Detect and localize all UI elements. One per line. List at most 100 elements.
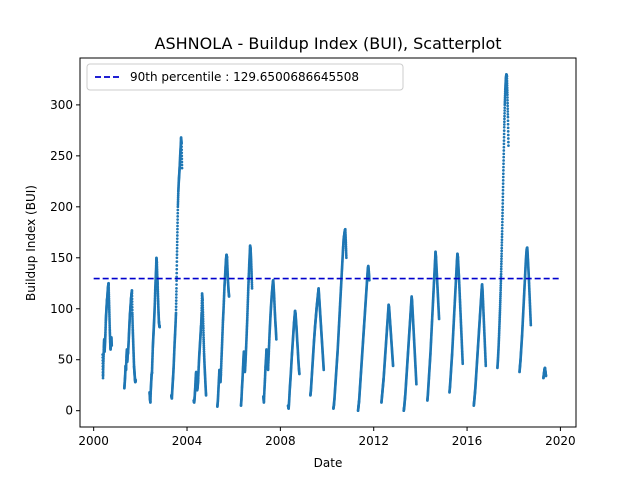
data-point <box>503 117 506 121</box>
data-point <box>176 227 179 231</box>
data-point <box>499 291 502 294</box>
y-tick-label: 100 <box>50 302 73 316</box>
data-point <box>500 243 504 247</box>
data-point <box>506 96 509 99</box>
data-point <box>501 202 505 205</box>
data-point <box>506 112 510 116</box>
data-point <box>503 90 507 93</box>
data-point <box>101 366 105 370</box>
data-point <box>507 144 510 148</box>
data-point <box>502 125 506 129</box>
data-point <box>202 333 205 337</box>
data-point <box>506 133 510 137</box>
x-tick-label: 2016 <box>452 434 483 448</box>
data-point <box>174 305 178 309</box>
data-point <box>503 93 507 97</box>
data-point <box>101 370 105 374</box>
data-point <box>501 195 505 199</box>
data-point <box>503 114 506 118</box>
data-point <box>499 284 503 287</box>
data-point <box>201 308 205 312</box>
data-point <box>298 372 301 376</box>
data-point <box>500 252 503 256</box>
data-point <box>180 157 184 161</box>
data-point <box>505 84 509 87</box>
data-point <box>176 215 180 218</box>
data-point <box>502 165 505 169</box>
data-point <box>201 315 205 319</box>
data-point <box>501 205 505 209</box>
data-point <box>503 111 506 115</box>
data-point <box>130 297 134 301</box>
data-point <box>498 305 502 309</box>
data-point <box>506 98 509 102</box>
data-point <box>175 260 179 263</box>
data-point <box>344 250 348 254</box>
data-point <box>499 293 502 296</box>
data-point <box>544 374 548 378</box>
data-point <box>499 286 503 290</box>
data-point <box>501 217 504 221</box>
data-point <box>201 317 205 321</box>
data-point <box>174 302 178 306</box>
data-point <box>180 151 184 155</box>
data-point <box>250 271 253 275</box>
data-point <box>503 101 507 105</box>
data-point <box>502 145 506 149</box>
data-point <box>101 368 105 372</box>
data-point <box>250 279 254 283</box>
data-point <box>176 230 179 234</box>
data-point <box>344 243 348 246</box>
data-point <box>175 293 178 296</box>
data-point <box>131 323 135 327</box>
data-point <box>201 324 205 328</box>
data-point <box>175 253 179 256</box>
data-point <box>503 92 507 95</box>
data-point <box>176 197 180 201</box>
data-point <box>101 376 105 380</box>
data-point <box>131 319 134 323</box>
data-point <box>202 348 206 351</box>
data-point <box>176 205 180 209</box>
data-point <box>131 315 134 319</box>
y-tick-label: 50 <box>58 353 73 367</box>
data-point <box>107 289 111 293</box>
data-point <box>506 126 510 130</box>
data-point <box>130 294 134 298</box>
data-point <box>500 241 504 244</box>
data-point <box>250 287 254 290</box>
data-point <box>344 248 348 252</box>
data-point <box>180 163 184 167</box>
x-tick-label: 2012 <box>358 434 389 448</box>
data-point <box>502 123 506 126</box>
data-point <box>501 211 504 215</box>
x-tick-label: 2008 <box>265 434 296 448</box>
data-point <box>344 246 348 250</box>
data-point <box>500 249 504 253</box>
data-point <box>502 169 505 172</box>
data-point <box>506 110 510 113</box>
data-point <box>344 254 348 258</box>
data-point <box>503 95 507 99</box>
data-point <box>498 301 502 304</box>
data-point <box>175 243 179 247</box>
data-point <box>175 283 178 286</box>
data-point <box>174 311 178 315</box>
data-point <box>201 299 204 302</box>
data-point <box>501 185 505 189</box>
data-point <box>345 256 348 260</box>
data-point <box>175 275 178 279</box>
data-point <box>502 162 505 166</box>
data-point <box>506 122 510 126</box>
data-point <box>500 262 503 266</box>
plot-frame <box>79 57 577 428</box>
y-tick-label: 150 <box>50 251 73 265</box>
data-point <box>461 362 465 366</box>
data-point <box>499 295 502 298</box>
data-point <box>498 307 502 311</box>
data-point <box>108 323 112 327</box>
data-point <box>506 107 510 111</box>
data-point <box>180 160 184 164</box>
data-point <box>506 130 510 133</box>
